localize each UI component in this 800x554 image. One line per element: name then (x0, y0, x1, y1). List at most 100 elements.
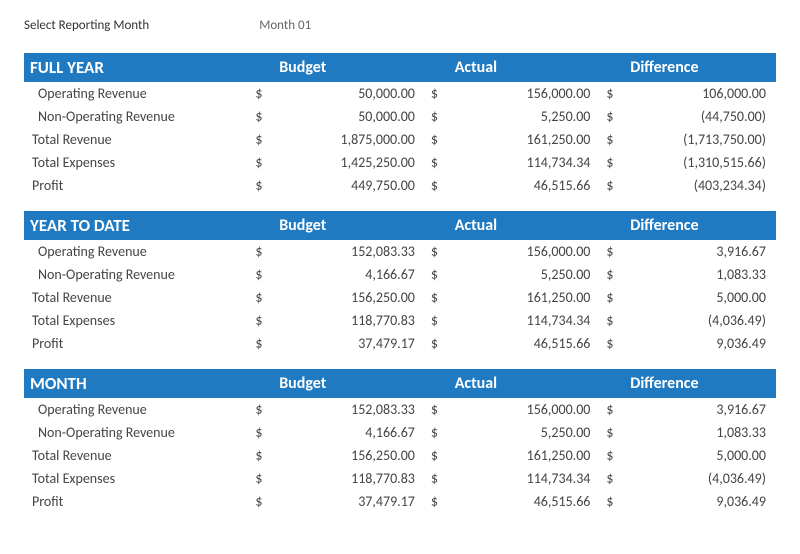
currency-symbol: $ (425, 151, 449, 174)
cell-difference: (1,310,515.66) (624, 151, 776, 174)
col-header-difference: Difference (624, 53, 776, 82)
table-row: Total Expenses$118,770.83$114,734.34$(4,… (24, 309, 776, 332)
financial-table: MONTHBudgetActualDifferenceOperating Rev… (24, 369, 776, 513)
table-row: Non-Operating Revenue$50,000.00$5,250.00… (24, 105, 776, 128)
col-header-spacer (249, 369, 273, 398)
cell-actual: 114,734.34 (449, 309, 601, 332)
currency-symbol: $ (425, 332, 449, 355)
cell-budget: 152,083.33 (273, 398, 425, 421)
report-section: YEAR TO DATEBudgetActualDifferenceOperat… (24, 211, 776, 355)
row-label: Total Expenses (24, 467, 249, 490)
currency-symbol: $ (425, 105, 449, 128)
currency-symbol: $ (600, 286, 624, 309)
cell-budget: 50,000.00 (273, 82, 425, 105)
currency-symbol: $ (249, 105, 273, 128)
cell-budget: 156,250.00 (273, 444, 425, 467)
currency-symbol: $ (249, 444, 273, 467)
cell-budget: 1,875,000.00 (273, 128, 425, 151)
col-header-spacer (249, 53, 273, 82)
col-header-actual: Actual (449, 53, 601, 82)
cell-difference: (4,036.49) (624, 467, 776, 490)
cell-actual: 46,515.66 (449, 490, 601, 513)
cell-difference: 1,083.33 (624, 421, 776, 444)
cell-actual: 156,000.00 (449, 240, 601, 263)
section-title: MONTH (24, 369, 249, 398)
currency-symbol: $ (249, 490, 273, 513)
col-header-spacer (425, 53, 449, 82)
selected-month-value[interactable]: Month 01 (259, 18, 311, 33)
currency-symbol: $ (425, 467, 449, 490)
col-header-budget: Budget (273, 369, 425, 398)
cell-budget: 4,166.67 (273, 263, 425, 286)
currency-symbol: $ (425, 398, 449, 421)
cell-difference: (44,750.00) (624, 105, 776, 128)
cell-actual: 161,250.00 (449, 444, 601, 467)
financial-table: FULL YEARBudgetActualDifferenceOperating… (24, 53, 776, 197)
currency-symbol: $ (249, 151, 273, 174)
currency-symbol: $ (600, 421, 624, 444)
cell-difference: 9,036.49 (624, 332, 776, 355)
currency-symbol: $ (249, 421, 273, 444)
cell-actual: 161,250.00 (449, 128, 601, 151)
currency-symbol: $ (425, 263, 449, 286)
report-section: FULL YEARBudgetActualDifferenceOperating… (24, 53, 776, 197)
row-label: Profit (24, 174, 249, 197)
section-title: YEAR TO DATE (24, 211, 249, 240)
cell-difference: (403,234.34) (624, 174, 776, 197)
row-label: Non-Operating Revenue (24, 263, 249, 286)
cell-actual: 46,515.66 (449, 174, 601, 197)
cell-actual: 156,000.00 (449, 398, 601, 421)
table-row: Profit$449,750.00$46,515.66$(403,234.34) (24, 174, 776, 197)
table-row: Non-Operating Revenue$4,166.67$5,250.00$… (24, 263, 776, 286)
cell-budget: 118,770.83 (273, 309, 425, 332)
currency-symbol: $ (600, 490, 624, 513)
report-controls: Select Reporting Month Month 01 (24, 18, 776, 33)
cell-budget: 50,000.00 (273, 105, 425, 128)
cell-difference: 106,000.00 (624, 82, 776, 105)
table-row: Total Expenses$1,425,250.00$114,734.34$(… (24, 151, 776, 174)
row-label: Total Revenue (24, 444, 249, 467)
currency-symbol: $ (600, 309, 624, 332)
currency-symbol: $ (425, 421, 449, 444)
row-label: Operating Revenue (24, 398, 249, 421)
cell-difference: 3,916.67 (624, 398, 776, 421)
row-label: Non-Operating Revenue (24, 421, 249, 444)
currency-symbol: $ (600, 82, 624, 105)
table-row: Profit$37,479.17$46,515.66$9,036.49 (24, 332, 776, 355)
col-header-budget: Budget (273, 211, 425, 240)
col-header-spacer (600, 369, 624, 398)
currency-symbol: $ (425, 309, 449, 332)
col-header-spacer (425, 211, 449, 240)
currency-symbol: $ (249, 332, 273, 355)
table-row: Operating Revenue$152,083.33$156,000.00$… (24, 398, 776, 421)
cell-actual: 5,250.00 (449, 421, 601, 444)
currency-symbol: $ (600, 105, 624, 128)
row-label: Operating Revenue (24, 82, 249, 105)
table-row: Total Revenue$156,250.00$161,250.00$5,00… (24, 286, 776, 309)
report-section: MONTHBudgetActualDifferenceOperating Rev… (24, 369, 776, 513)
row-label: Profit (24, 490, 249, 513)
cell-budget: 156,250.00 (273, 286, 425, 309)
currency-symbol: $ (249, 263, 273, 286)
currency-symbol: $ (600, 128, 624, 151)
currency-symbol: $ (249, 309, 273, 332)
currency-symbol: $ (425, 174, 449, 197)
table-row: Total Expenses$118,770.83$114,734.34$(4,… (24, 467, 776, 490)
table-row: Operating Revenue$50,000.00$156,000.00$1… (24, 82, 776, 105)
currency-symbol: $ (425, 490, 449, 513)
row-label: Total Revenue (24, 286, 249, 309)
table-row: Profit$37,479.17$46,515.66$9,036.49 (24, 490, 776, 513)
row-label: Operating Revenue (24, 240, 249, 263)
currency-symbol: $ (425, 444, 449, 467)
currency-symbol: $ (249, 398, 273, 421)
cell-budget: 37,479.17 (273, 490, 425, 513)
currency-symbol: $ (425, 128, 449, 151)
currency-symbol: $ (600, 263, 624, 286)
col-header-spacer (600, 211, 624, 240)
currency-symbol: $ (249, 286, 273, 309)
cell-difference: 3,916.67 (624, 240, 776, 263)
row-label: Total Expenses (24, 151, 249, 174)
col-header-actual: Actual (449, 211, 601, 240)
col-header-difference: Difference (624, 369, 776, 398)
cell-budget: 449,750.00 (273, 174, 425, 197)
